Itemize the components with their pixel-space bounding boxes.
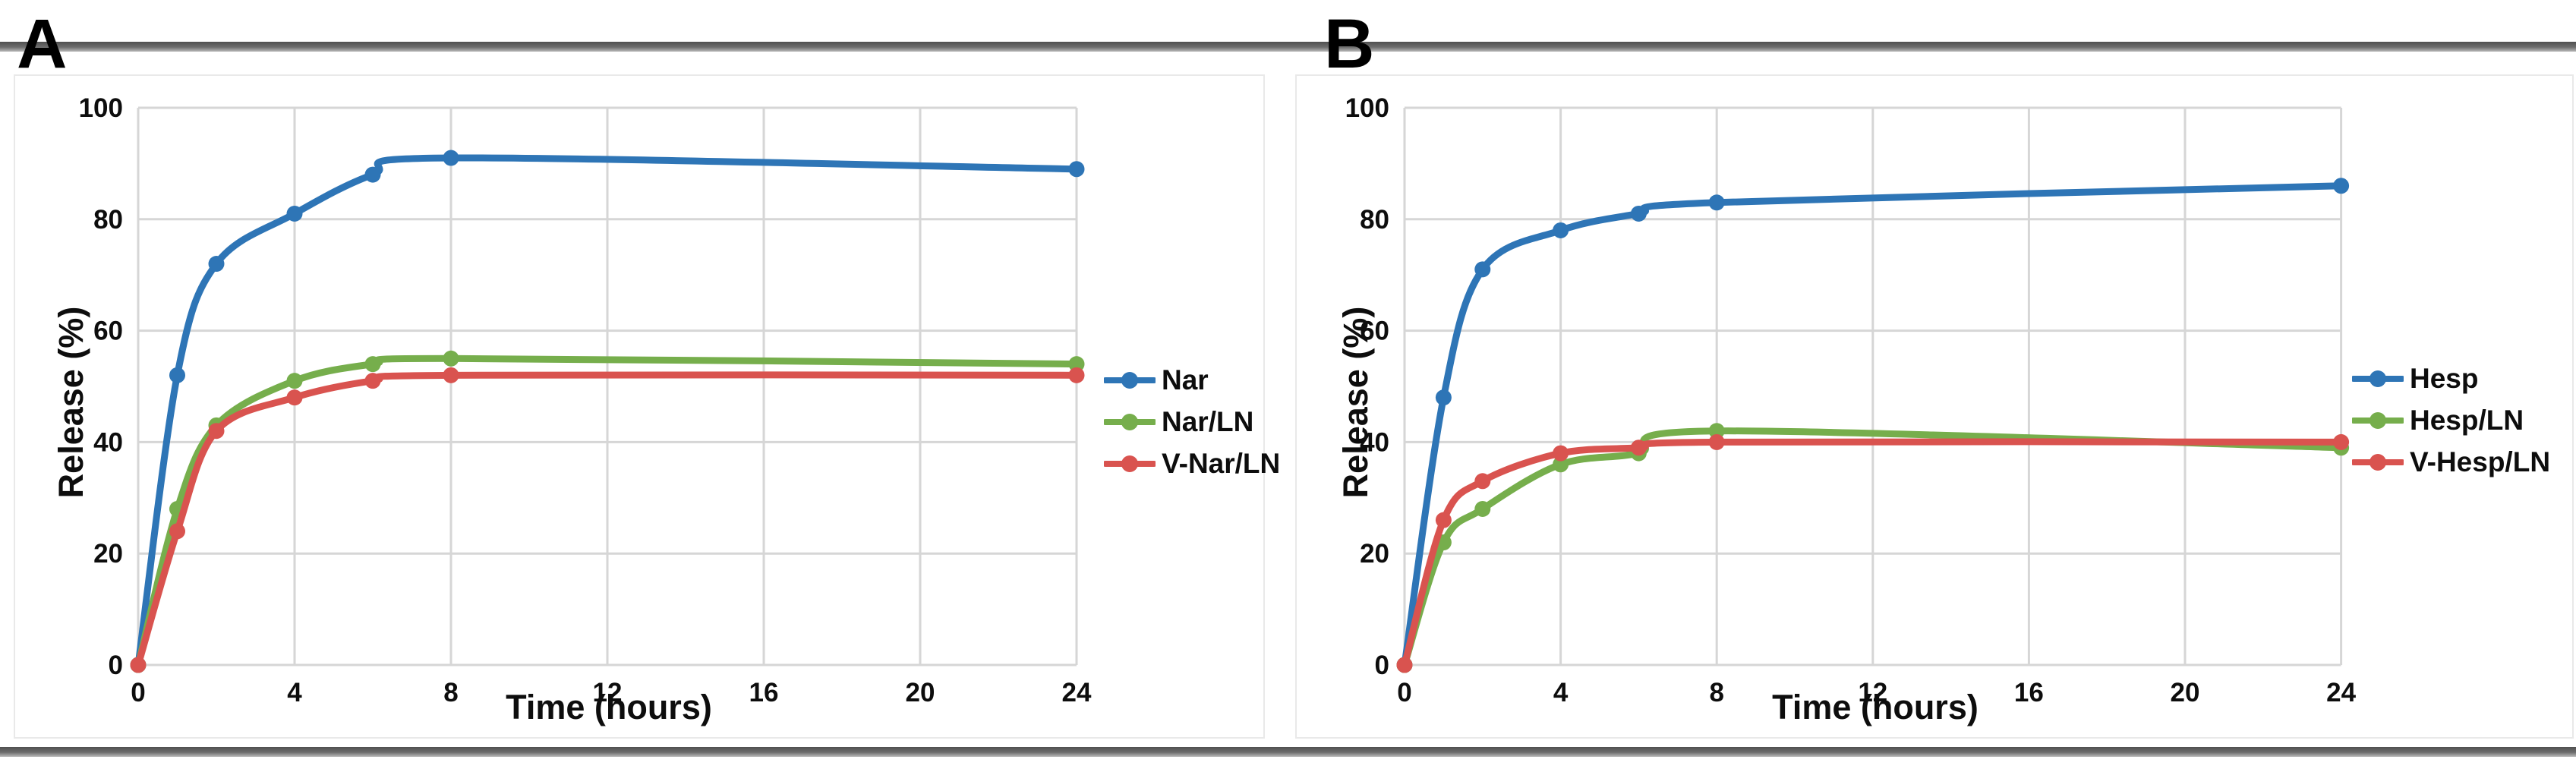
bottom-divider-rule xyxy=(0,747,2576,757)
y-tick-label: 100 xyxy=(79,93,123,123)
legend-label: V-Nar/LN xyxy=(1162,447,1281,479)
x-tick-label: 0 xyxy=(131,678,145,707)
x-tick-label: 12 xyxy=(593,678,623,707)
legend-item-Nar: Nar xyxy=(1104,359,1280,401)
data-point xyxy=(1068,161,1085,178)
data-point xyxy=(2333,178,2350,194)
legend-label: Hesp xyxy=(2410,362,2479,394)
x-tick-label: 24 xyxy=(1062,678,1092,707)
legend-item-Hesp/LN: Hesp/LN xyxy=(2352,399,2550,441)
panel-a-x-axis-title: Time (hours) xyxy=(506,688,712,726)
legend-marker-icon xyxy=(1104,371,1156,389)
data-point xyxy=(1474,473,1491,490)
data-point xyxy=(443,350,459,367)
data-point xyxy=(443,150,459,166)
legend-marker-icon xyxy=(2352,411,2404,429)
panel-b-legend: Hesp Hesp/LN V-Hesp/LN xyxy=(2352,358,2550,483)
panel-b-label: B xyxy=(1324,5,1375,83)
panel-a-line-chart: 0 4 8 12 16 20 24 0 20 40 60 80 100 xyxy=(79,93,1092,707)
y-tick-label: 60 xyxy=(93,317,123,346)
x-tick-label: 4 xyxy=(287,678,302,707)
data-point xyxy=(1068,367,1085,383)
data-point xyxy=(1435,389,1452,406)
data-point xyxy=(1068,356,1085,373)
x-tick-label: 4 xyxy=(1553,678,1569,707)
x-tick-label: 24 xyxy=(2326,678,2356,707)
data-point xyxy=(1396,657,1413,673)
panel-b-y-axis-title: Release (%) xyxy=(1336,306,1375,499)
y-tick-label: 0 xyxy=(1375,651,1389,680)
data-point xyxy=(286,389,303,406)
data-point xyxy=(1553,456,1569,473)
legend-label: V-Hesp/LN xyxy=(2410,446,2551,477)
data-point xyxy=(364,166,381,183)
data-point xyxy=(208,256,225,273)
data-point xyxy=(1708,433,1725,450)
panel-a-y-axis-title: Release (%) xyxy=(52,306,90,499)
data-point xyxy=(1553,445,1569,462)
y-tick-label: 20 xyxy=(93,539,123,569)
data-point xyxy=(364,373,381,389)
legend-label: Nar/LN xyxy=(1162,405,1254,437)
panel-b-chart-area: 0 4 8 12 16 20 24 0 20 40 60 80 100 Release (%) Time… xyxy=(1295,74,2574,739)
data-point xyxy=(286,373,303,389)
x-tick-label: 20 xyxy=(2171,678,2200,707)
series-line-Nar xyxy=(134,154,1080,669)
data-point xyxy=(169,367,185,383)
y-tick-label: 40 xyxy=(1360,427,1389,457)
data-point xyxy=(1708,194,1725,211)
x-tick-label: 8 xyxy=(1709,678,1723,707)
data-point xyxy=(1435,512,1452,528)
legend-label: Hesp/LN xyxy=(2410,404,2524,436)
legend-item-V-Hesp/LN: V-Hesp/LN xyxy=(2352,441,2550,483)
x-tick-label: 20 xyxy=(906,678,935,707)
data-point xyxy=(1708,423,1725,440)
legend-item-V-Nar/LN: V-Nar/LN xyxy=(1104,443,1280,484)
y-tick-label: 0 xyxy=(109,651,123,680)
y-tick-label: 60 xyxy=(1360,317,1389,346)
panel-b-x-axis-title: Time (hours) xyxy=(1772,688,1979,726)
data-point xyxy=(208,423,225,440)
data-point xyxy=(1474,500,1491,517)
data-point xyxy=(1474,261,1491,278)
y-tick-label: 20 xyxy=(1360,539,1389,569)
x-tick-label: 0 xyxy=(1397,678,1411,707)
data-point xyxy=(286,205,303,222)
legend-label: Nar xyxy=(1162,364,1209,395)
data-point xyxy=(130,657,147,673)
panel-a-chart-area: 0 4 8 12 16 20 24 0 20 40 60 80 100 Release (%) Time… xyxy=(14,74,1280,739)
x-tick-label: 16 xyxy=(749,678,779,707)
data-point xyxy=(443,367,459,383)
data-point xyxy=(1630,440,1647,456)
panel-a-legend: Nar Nar/LN V-Nar/LN xyxy=(1104,359,1280,484)
legend-marker-icon xyxy=(2352,370,2404,387)
y-tick-label: 100 xyxy=(1345,93,1389,123)
data-point xyxy=(169,523,185,540)
legend-marker-icon xyxy=(2352,453,2404,471)
legend-marker-icon xyxy=(1104,455,1156,472)
data-point xyxy=(364,356,381,373)
data-point xyxy=(1630,205,1647,222)
legend-marker-icon xyxy=(1104,413,1156,430)
y-tick-label: 80 xyxy=(93,205,123,235)
legend-item-Hesp: Hesp xyxy=(2352,358,2550,399)
data-point xyxy=(2333,433,2350,450)
y-tick-label: 40 xyxy=(93,427,123,457)
panel-a-label: A xyxy=(17,5,68,83)
x-tick-label: 8 xyxy=(443,678,458,707)
legend-item-Nar/LN: Nar/LN xyxy=(1104,401,1280,443)
data-point xyxy=(1553,222,1569,238)
panel-b-line-chart: 0 4 8 12 16 20 24 0 20 40 60 80 100 xyxy=(1345,93,2357,707)
x-tick-label: 12 xyxy=(1858,678,1887,707)
y-tick-label: 80 xyxy=(1360,205,1389,235)
top-divider-rule xyxy=(0,42,2576,52)
x-tick-label: 16 xyxy=(2014,678,2044,707)
series-line-Hesp xyxy=(1401,182,2345,669)
